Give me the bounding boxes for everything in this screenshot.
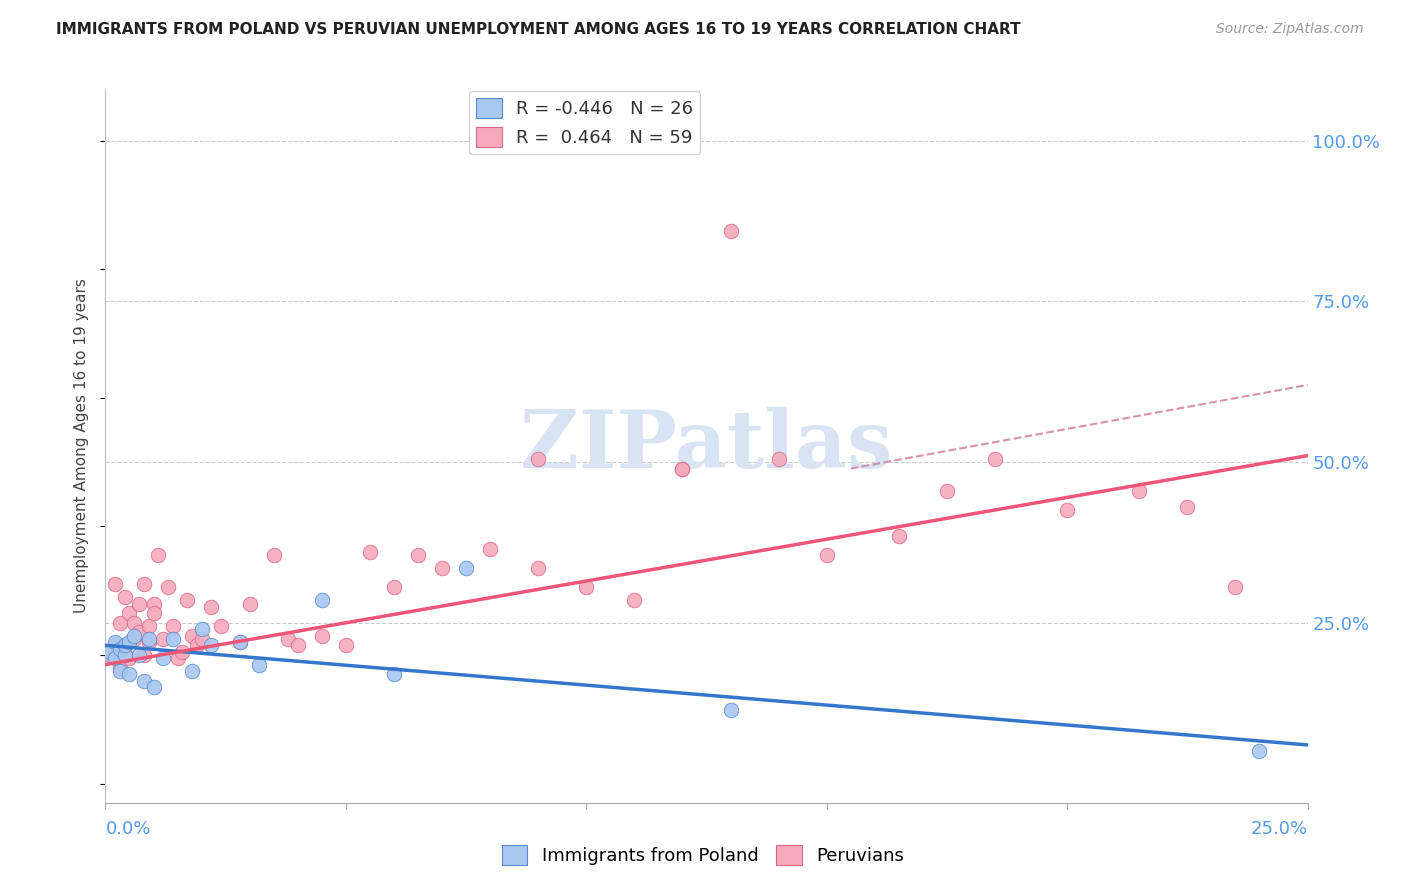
Point: [124, 615, 146, 630]
Point: [720, 224, 742, 238]
Point: [132, 673, 155, 688]
Point: [166, 651, 188, 665]
Point: [768, 451, 790, 466]
Point: [156, 581, 179, 595]
Point: [311, 629, 333, 643]
Point: [142, 597, 165, 611]
Point: [1128, 483, 1150, 498]
Point: [114, 638, 136, 652]
Point: [152, 632, 174, 646]
Point: [128, 597, 150, 611]
Text: ZIPatlas: ZIPatlas: [520, 407, 893, 485]
Point: [527, 451, 550, 466]
Point: [132, 648, 155, 662]
Point: [209, 619, 232, 633]
Point: [1249, 744, 1271, 758]
Point: [118, 667, 141, 681]
Point: [181, 664, 204, 678]
Point: [430, 561, 453, 575]
Point: [118, 651, 141, 665]
Point: [148, 549, 170, 563]
Point: [200, 638, 222, 652]
Point: [104, 638, 127, 652]
Point: [98, 645, 121, 659]
Point: [671, 461, 693, 475]
Point: [138, 632, 160, 646]
Point: [277, 632, 299, 646]
Point: [114, 638, 136, 652]
Point: [527, 561, 550, 575]
Point: [124, 632, 146, 646]
Point: [176, 593, 198, 607]
Point: [406, 549, 429, 563]
Point: [239, 597, 262, 611]
Point: [138, 635, 160, 649]
Point: [263, 549, 285, 563]
Point: [104, 577, 127, 591]
Point: [162, 619, 184, 633]
Point: [114, 590, 136, 604]
Point: [720, 702, 742, 716]
Text: 0.0%: 0.0%: [105, 820, 150, 838]
Point: [1056, 503, 1078, 517]
Point: [1175, 500, 1198, 514]
Point: [575, 581, 598, 595]
Point: [128, 625, 150, 640]
Point: [142, 606, 165, 620]
Text: 25.0%: 25.0%: [1250, 820, 1308, 838]
Point: [382, 581, 405, 595]
Point: [190, 622, 212, 636]
Point: [128, 648, 150, 662]
Point: [359, 545, 381, 559]
Point: [623, 593, 645, 607]
Point: [162, 632, 184, 646]
Point: [108, 641, 131, 656]
Text: IMMIGRANTS FROM POLAND VS PERUVIAN UNEMPLOYMENT AMONG AGES 16 TO 19 YEARS CORREL: IMMIGRANTS FROM POLAND VS PERUVIAN UNEMP…: [56, 22, 1021, 37]
Point: [104, 635, 127, 649]
Text: Source: ZipAtlas.com: Source: ZipAtlas.com: [1216, 22, 1364, 37]
Point: [287, 638, 309, 652]
Legend: R = -0.446   N = 26, R =  0.464   N = 59: R = -0.446 N = 26, R = 0.464 N = 59: [470, 91, 700, 154]
Point: [181, 629, 204, 643]
Point: [382, 667, 405, 681]
Point: [138, 619, 160, 633]
Point: [118, 635, 141, 649]
Point: [124, 629, 146, 643]
Point: [104, 651, 127, 665]
Point: [186, 638, 208, 652]
Point: [200, 599, 222, 614]
Point: [454, 561, 477, 575]
Point: [108, 664, 131, 678]
Point: [190, 632, 212, 646]
Point: [815, 549, 838, 563]
Point: [172, 645, 194, 659]
Point: [887, 529, 910, 543]
Point: [152, 651, 174, 665]
Point: [108, 661, 131, 675]
Point: [98, 648, 121, 662]
Y-axis label: Unemployment Among Ages 16 to 19 years: Unemployment Among Ages 16 to 19 years: [75, 278, 90, 614]
Legend: Immigrants from Poland, Peruvians: Immigrants from Poland, Peruvians: [495, 838, 911, 872]
Point: [671, 461, 693, 475]
Point: [936, 483, 959, 498]
Point: [479, 541, 502, 556]
Point: [142, 680, 165, 694]
Point: [984, 451, 1007, 466]
Point: [311, 593, 333, 607]
Point: [118, 606, 141, 620]
Point: [132, 577, 155, 591]
Point: [335, 638, 357, 652]
Point: [229, 635, 252, 649]
Point: [114, 648, 136, 662]
Point: [108, 615, 131, 630]
Point: [247, 657, 270, 672]
Point: [229, 635, 252, 649]
Point: [1225, 581, 1247, 595]
